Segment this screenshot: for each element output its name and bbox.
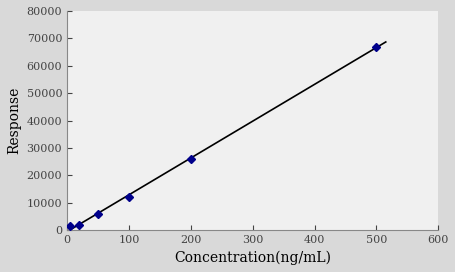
Y-axis label: Response: Response	[7, 87, 21, 154]
X-axis label: Concentration(ng/mL): Concentration(ng/mL)	[174, 251, 330, 265]
